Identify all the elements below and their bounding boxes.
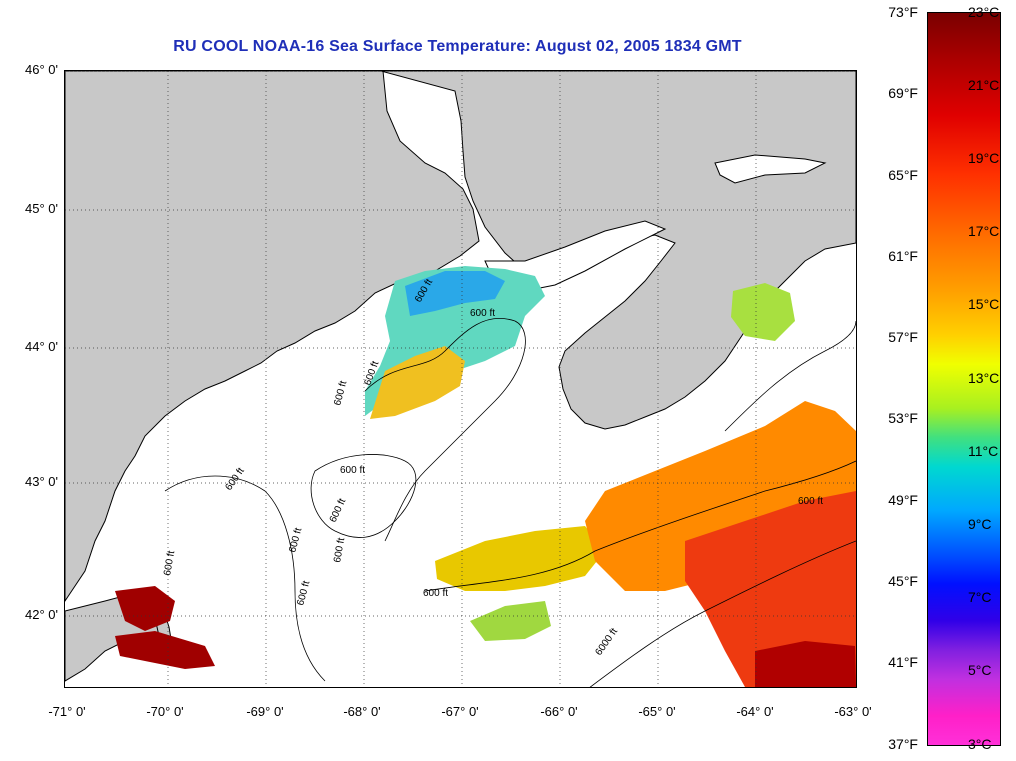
contour-label: 600 ft <box>332 537 347 564</box>
colorbar-f-69: 69°F <box>888 85 918 101</box>
lon-label-66: -66° 0' <box>540 704 578 719</box>
minas-basin <box>714 154 827 184</box>
map-title: RU COOL NOAA-16 Sea Surface Temperature:… <box>173 38 742 55</box>
sst-patch-scotian-cool <box>731 283 795 341</box>
colorbar-c-11: 11°C <box>968 443 999 459</box>
lon-label-65: -65° 0' <box>638 704 676 719</box>
contour-label: 600 ft <box>287 527 304 554</box>
colorbar-c-9: 9°C <box>968 516 992 532</box>
colorbar-c-19: 19°C <box>968 150 1000 166</box>
temperature-colorbar <box>927 12 1001 746</box>
sst-patch-gulf-maine-blue <box>405 271 505 316</box>
sst-patch-cape-cod-hot <box>115 586 175 631</box>
contour-label: 600 ft <box>470 308 495 319</box>
lon-label-63: -63° 0' <box>834 704 872 719</box>
colorbar-f-53: 53°F <box>888 410 918 426</box>
colorbar-c-21: 21°C <box>968 77 1000 93</box>
sst-map: 600 ft 600 ft 600 ft 600 ft 600 ft 600 f… <box>64 70 857 692</box>
sst-patch-offshore-red <box>685 491 856 687</box>
lon-label-70: -70° 0' <box>146 704 184 719</box>
lat-label-42: 42° 0' <box>25 607 58 622</box>
sst-patch-georges-yellow <box>435 526 605 591</box>
colorbar-f-41: 41°F <box>888 654 918 670</box>
contour-label: 600 ft <box>332 380 349 407</box>
contour-label: 600 ft <box>295 580 312 607</box>
colorbar-c-5: 5°C <box>968 662 992 678</box>
contour-label: 600 ft <box>328 497 349 525</box>
contour-600ft-gulf <box>364 317 526 542</box>
lat-label-43: 43° 0' <box>25 474 58 489</box>
contour-label: 600 ft <box>223 466 246 493</box>
colorbar-c-15: 15°C <box>968 296 1000 312</box>
depth-contours <box>164 317 857 692</box>
colorbar-f-73: 73°F <box>888 4 918 20</box>
sst-patch-offshore-darkred <box>755 641 856 687</box>
contour-label: 600 ft <box>340 465 365 476</box>
contour-label: 600 ft <box>798 496 823 507</box>
lon-label-68: -68° 0' <box>343 704 381 719</box>
lon-label-64: -64° 0' <box>736 704 774 719</box>
colorbar-c-7: 7°C <box>968 589 992 605</box>
colorbar-f-45: 45°F <box>888 573 918 589</box>
colorbar-f-49: 49°F <box>888 492 918 508</box>
contour-600ft-scotian <box>724 320 857 432</box>
contour-600ft-georges <box>424 460 857 592</box>
lon-label-71: -71° 0' <box>48 704 86 719</box>
colorbar-c-17: 17°C <box>968 223 1000 239</box>
contour-label: 600 ft <box>162 550 177 577</box>
lat-label-45: 45° 0' <box>25 201 58 216</box>
sst-patch-nantucket-hot <box>115 631 215 669</box>
sst-patch-gulf-maine-warm <box>370 346 465 419</box>
graticule <box>65 70 856 687</box>
colorbar-c-13: 13°C <box>968 370 1000 386</box>
contour-6000ft-slope <box>584 540 857 692</box>
lat-label-44: 44° 0' <box>25 339 58 354</box>
colorbar-f-37: 37°F <box>888 736 918 752</box>
colorbar-f-61: 61°F <box>888 248 918 264</box>
contour-label: 600 ft <box>423 588 448 599</box>
map-canvas: 600 ft 600 ft 600 ft 600 ft 600 ft 600 f… <box>64 70 857 692</box>
lat-label-46: 46° 0' <box>25 62 58 77</box>
contour-label: 6000 ft <box>593 626 620 658</box>
land-maine-newengland <box>64 70 480 603</box>
sst-patch-georges-green <box>470 601 551 641</box>
lon-label-67: -67° 0' <box>441 704 479 719</box>
colorbar-c-23: 23°C <box>968 4 1000 20</box>
colorbar-f-57: 57°F <box>888 329 918 345</box>
colorbar-f-65: 65°F <box>888 167 918 183</box>
contour-600ft-basin <box>310 454 417 538</box>
contour-600ft-west <box>164 475 326 682</box>
lon-label-69: -69° 0' <box>246 704 284 719</box>
colorbar-c-3: 3°C <box>968 736 992 752</box>
